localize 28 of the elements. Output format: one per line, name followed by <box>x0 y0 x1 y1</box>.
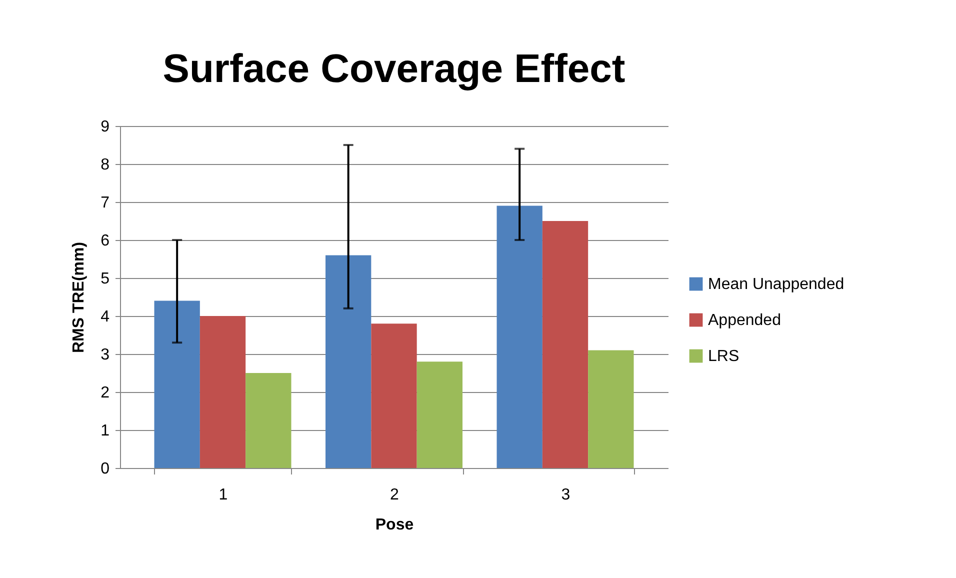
x-tick-label: 2 <box>390 486 400 504</box>
y-tick-label: 3 <box>100 346 110 364</box>
bar <box>246 373 292 468</box>
legend-label: Mean Unappended <box>708 276 844 293</box>
y-tick-label: 0 <box>100 460 110 478</box>
legend-label: Appended <box>708 312 781 329</box>
bar <box>496 206 542 468</box>
chart-title: Surface Coverage Effect <box>162 47 626 91</box>
y-tick-label: 7 <box>100 194 110 212</box>
y-tick-label: 8 <box>100 156 110 174</box>
bar <box>326 255 372 468</box>
y-tick-label: 9 <box>100 118 110 136</box>
x-tick-label: 1 <box>218 486 228 504</box>
bar <box>588 350 634 468</box>
x-tick-label: 3 <box>561 486 570 504</box>
legend-label: LRS <box>708 348 740 365</box>
y-axis-title: RMS TRE(mm) <box>70 242 88 354</box>
bar <box>371 324 417 468</box>
bar <box>542 221 588 468</box>
y-tick-label: 4 <box>100 308 110 326</box>
y-tick-label: 6 <box>100 232 110 250</box>
x-axis-title: Pose <box>375 516 414 534</box>
bar <box>154 300 200 468</box>
y-tick-label: 5 <box>100 270 110 288</box>
bar <box>200 316 246 468</box>
bar <box>416 362 462 468</box>
y-tick-label: 2 <box>100 384 110 402</box>
y-tick-label: 1 <box>100 422 110 440</box>
